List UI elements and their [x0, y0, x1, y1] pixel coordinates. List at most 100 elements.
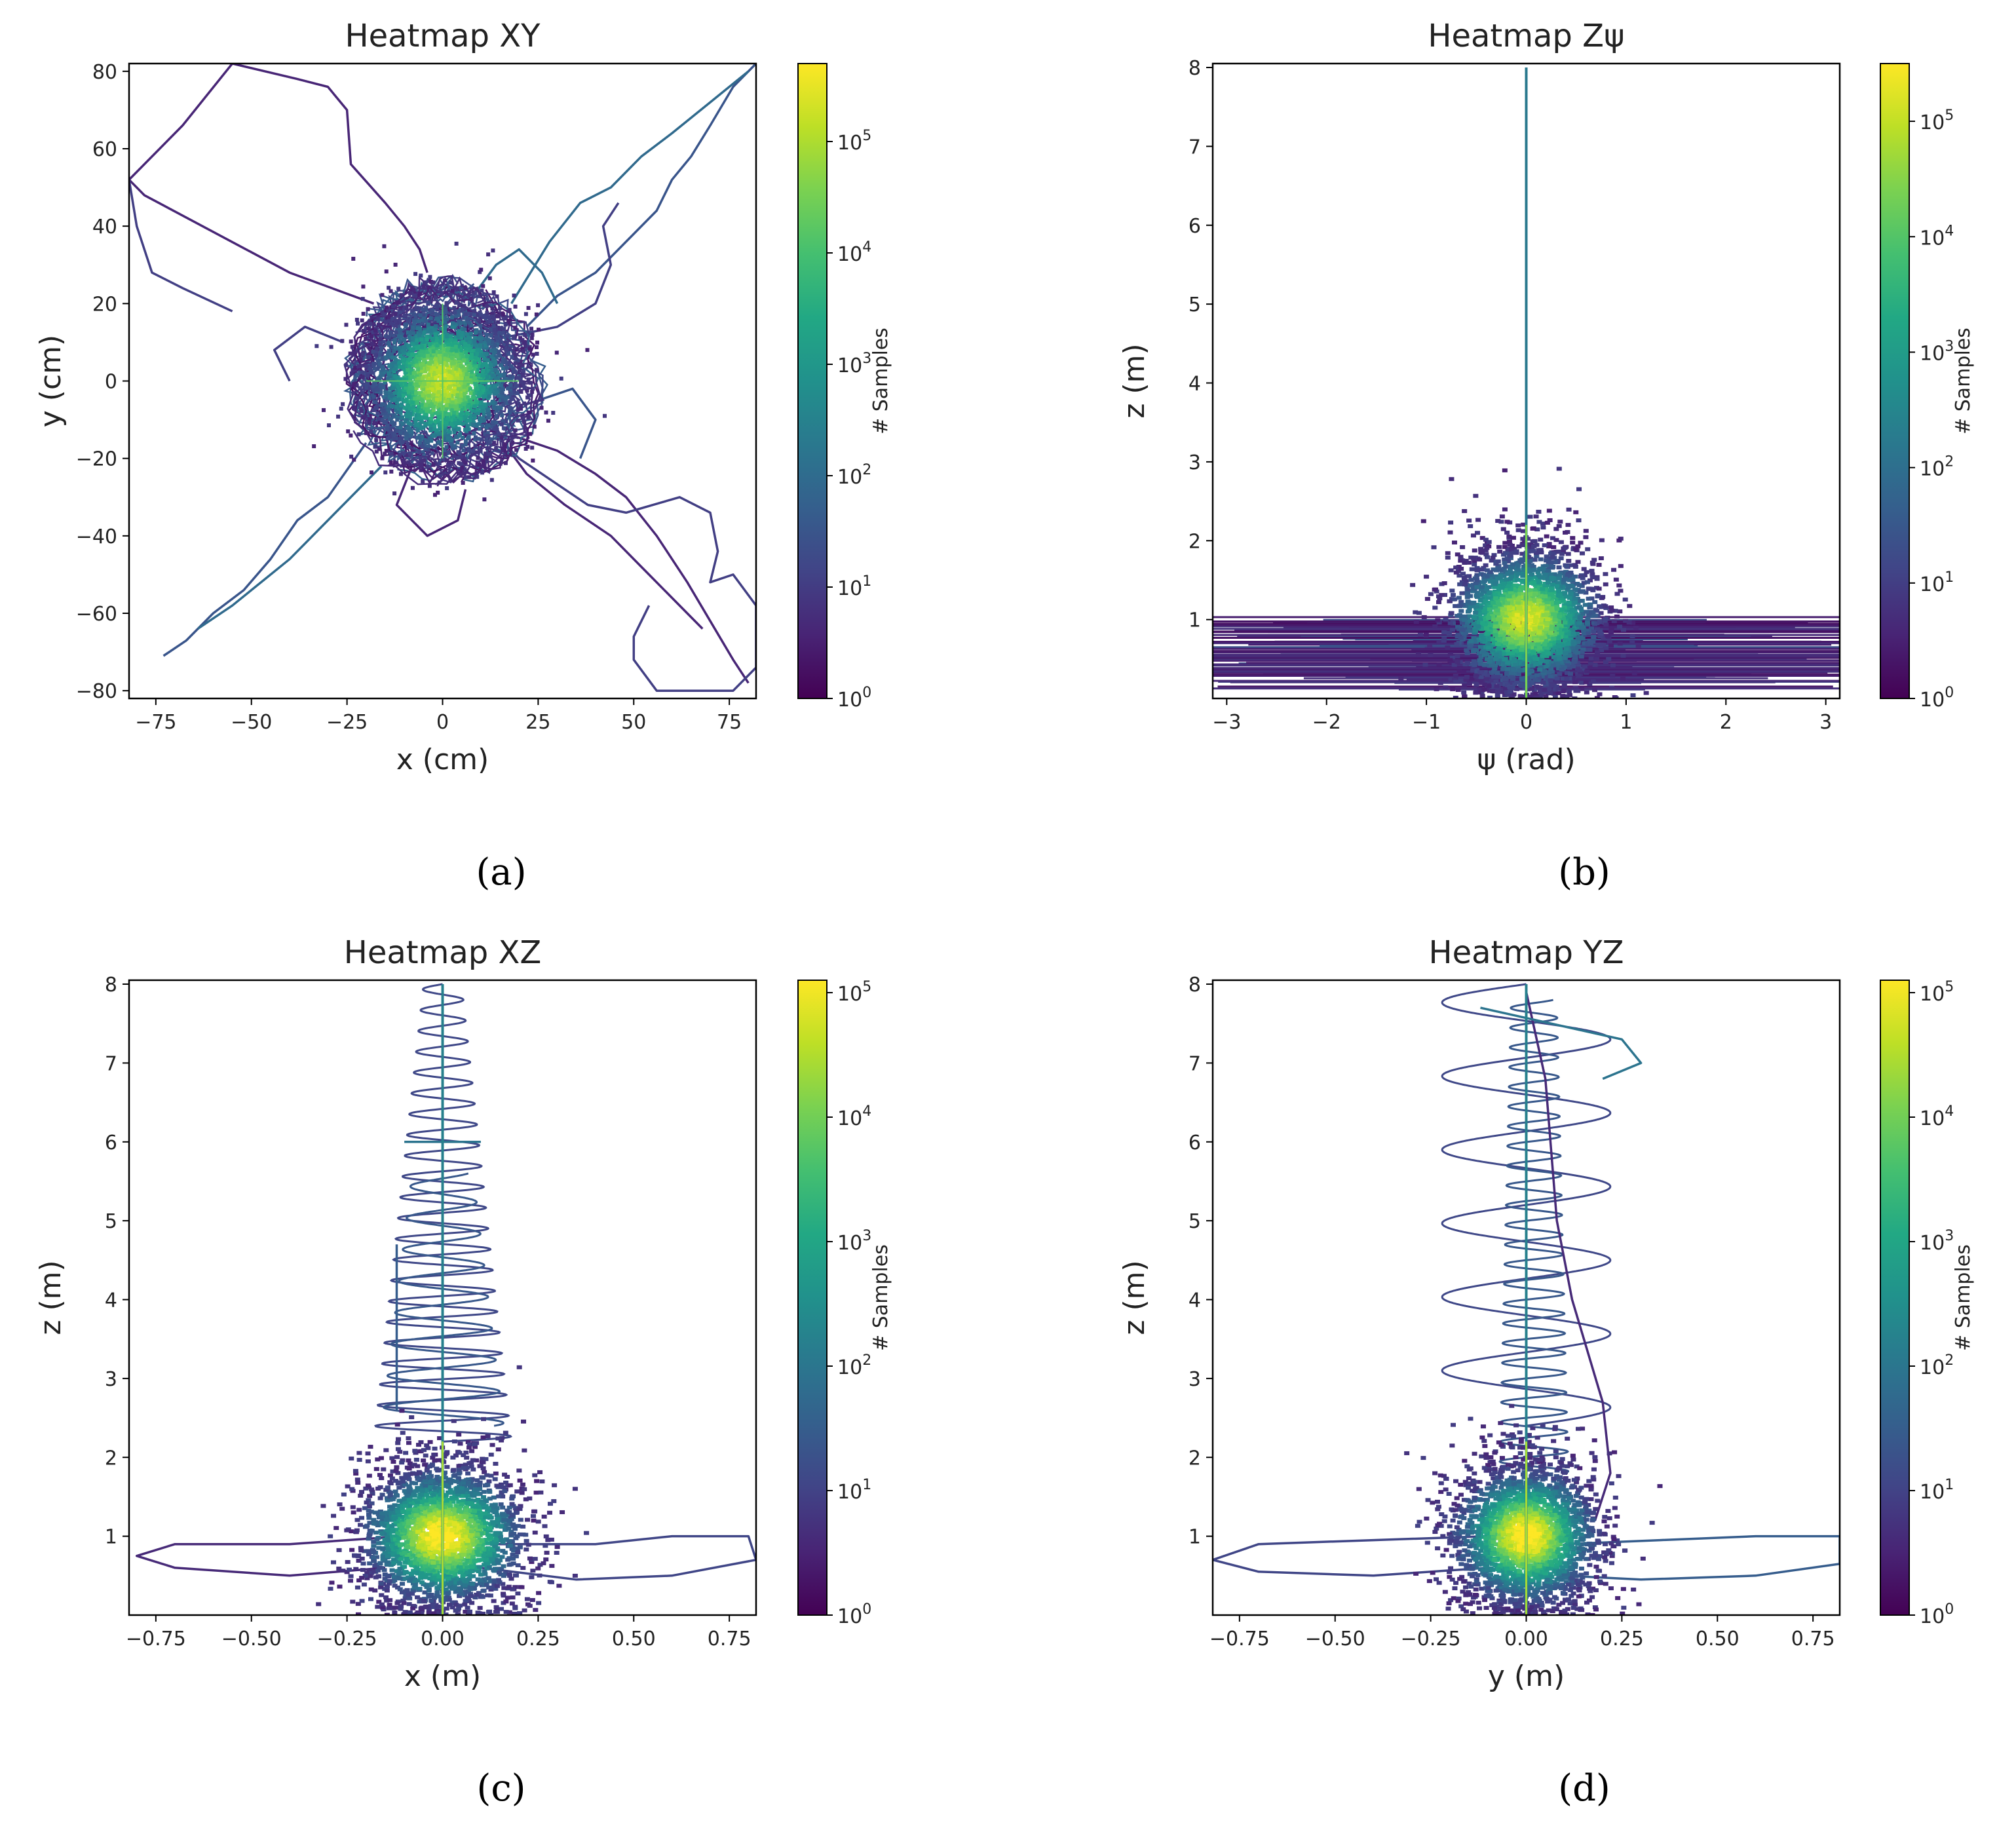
core-cell: [509, 364, 514, 368]
core-cell: [1586, 628, 1591, 633]
core-cell: [428, 316, 433, 320]
core-cell: [473, 376, 478, 381]
core-cell: [1584, 690, 1589, 695]
core-cell: [1506, 645, 1512, 649]
core-cell: [1542, 636, 1548, 641]
core-cell: [457, 398, 461, 402]
core-cell: [499, 422, 504, 427]
core-cell: [422, 343, 427, 347]
core-cell: [1528, 668, 1534, 673]
core-cell: [398, 411, 403, 415]
core-cell: [438, 394, 442, 399]
core-cell: [519, 404, 523, 408]
core-cell: [1449, 655, 1455, 660]
core-cell: [409, 309, 414, 313]
core-cell: [1458, 566, 1464, 571]
core-cell: [1436, 662, 1442, 666]
core-cell: [530, 446, 535, 450]
core-cell: [399, 335, 404, 339]
core-cell: [1485, 638, 1491, 642]
density-core: [312, 241, 607, 502]
core-cell: [489, 424, 494, 429]
core-cell: [491, 356, 496, 361]
core-cell: [1497, 549, 1503, 554]
core-cell: [1548, 614, 1553, 619]
core-cell: [535, 368, 539, 372]
core-cell: [475, 368, 480, 373]
core-arc: [455, 408, 514, 457]
core-cell: [1611, 567, 1617, 572]
core-cell: [1461, 690, 1467, 695]
core-cell: [1515, 646, 1521, 651]
core-cell: [1564, 671, 1570, 676]
core-cell: [441, 417, 446, 421]
core-cell: [449, 280, 453, 285]
core-cell: [1574, 605, 1580, 610]
core-cell: [1585, 547, 1591, 552]
core-cell: [399, 402, 404, 407]
core-cell: [1490, 685, 1496, 689]
core-cell: [500, 394, 504, 399]
core-cell: [410, 353, 415, 358]
core-cell: [1587, 638, 1593, 643]
core-cell: [501, 403, 505, 408]
core-cell: [380, 293, 385, 297]
core-cell: [1453, 674, 1458, 678]
core-cell: [1516, 544, 1522, 548]
core-cell: [392, 381, 396, 385]
core-cell: [485, 446, 489, 451]
core-cell: [1570, 627, 1576, 632]
core-cell: [1478, 662, 1484, 666]
core-cell: [1598, 556, 1604, 561]
core-cell: [377, 322, 381, 327]
core-cell: [457, 421, 462, 426]
core-cell: [1633, 625, 1639, 630]
core-cell: [1544, 648, 1550, 653]
core-cell: [1561, 603, 1567, 607]
core-cell: [417, 391, 422, 395]
core-cell: [445, 317, 449, 322]
x-tick-label: 0: [436, 711, 449, 734]
core-cell: [1475, 531, 1481, 535]
x-tick-label: −50: [231, 711, 272, 734]
core-cell: [442, 378, 447, 383]
core-cell: [1538, 603, 1544, 607]
core-cell: [482, 394, 486, 399]
core-cell: [1529, 549, 1534, 554]
core-cell: [386, 335, 390, 340]
core-cell: [444, 445, 449, 449]
core-cell: [437, 423, 442, 427]
core-cell: [1462, 509, 1468, 514]
core-cell: [436, 372, 440, 376]
core-cell: [397, 345, 402, 350]
core-cell: [427, 393, 431, 398]
core-cell: [1591, 620, 1597, 625]
core-cell: [1417, 633, 1423, 638]
core-cell: [537, 328, 541, 332]
core-cell: [446, 450, 451, 455]
core-cell: [494, 354, 499, 359]
core-cell: [438, 378, 443, 383]
core-cell: [390, 355, 395, 360]
core-cell: [452, 354, 457, 358]
core-cell: [1576, 487, 1582, 491]
core-cell: [1563, 615, 1569, 620]
core-cell: [412, 322, 417, 327]
core-cell: [1457, 613, 1463, 617]
core-cell: [1558, 635, 1564, 639]
core-cell: [424, 340, 428, 345]
core-cell: [1490, 623, 1496, 628]
core-cell: [497, 337, 502, 342]
core-cell: [463, 442, 468, 447]
core-cell: [377, 362, 382, 366]
core-cell: [449, 440, 453, 445]
core-cell: [484, 343, 488, 348]
core-cell: [387, 374, 391, 379]
core-cell: [436, 318, 441, 323]
core-cell: [461, 331, 465, 335]
core-cell: [364, 337, 368, 341]
core-cell: [415, 416, 419, 421]
core-cell: [427, 285, 432, 290]
core-cell: [1530, 526, 1536, 531]
core-cell: [455, 455, 460, 460]
